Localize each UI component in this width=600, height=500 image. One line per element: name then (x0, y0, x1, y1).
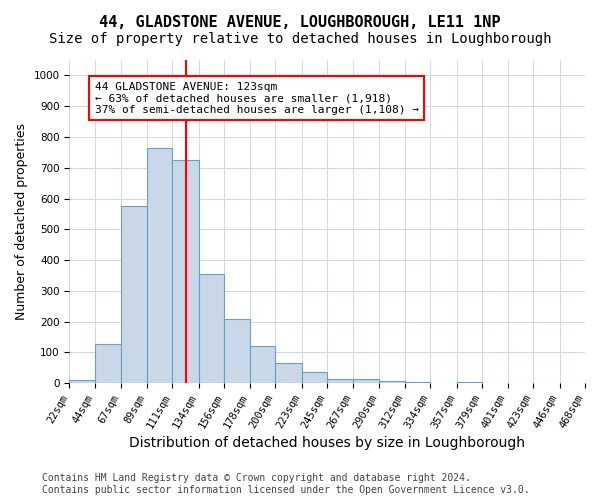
Bar (95, 344, 121, 383)
Bar (70, 380, 95, 383)
Bar (172, 160, 199, 383)
Y-axis label: Number of detached properties: Number of detached properties (15, 123, 28, 320)
Bar (404, 382, 430, 383)
Bar (224, 318, 250, 383)
Text: Contains HM Land Registry data © Crown copyright and database right 2024.
Contai: Contains HM Land Registry data © Crown c… (42, 474, 530, 495)
Bar (379, 381, 404, 383)
Bar (457, 382, 482, 383)
Bar (275, 363, 302, 383)
Bar (147, 148, 172, 383)
Bar (302, 372, 327, 383)
Bar (199, 274, 224, 383)
Bar (250, 346, 275, 383)
Bar (327, 378, 353, 383)
Text: 44, GLADSTONE AVENUE, LOUGHBOROUGH, LE11 1NP: 44, GLADSTONE AVENUE, LOUGHBOROUGH, LE11… (99, 15, 501, 30)
Text: Size of property relative to detached houses in Loughborough: Size of property relative to detached ho… (49, 32, 551, 46)
Bar (353, 378, 379, 383)
Bar (121, 206, 147, 383)
Text: 44 GLADSTONE AVENUE: 123sqm
← 63% of detached houses are smaller (1,918)
37% of : 44 GLADSTONE AVENUE: 123sqm ← 63% of det… (95, 82, 419, 114)
X-axis label: Distribution of detached houses by size in Loughborough: Distribution of detached houses by size … (129, 436, 525, 450)
